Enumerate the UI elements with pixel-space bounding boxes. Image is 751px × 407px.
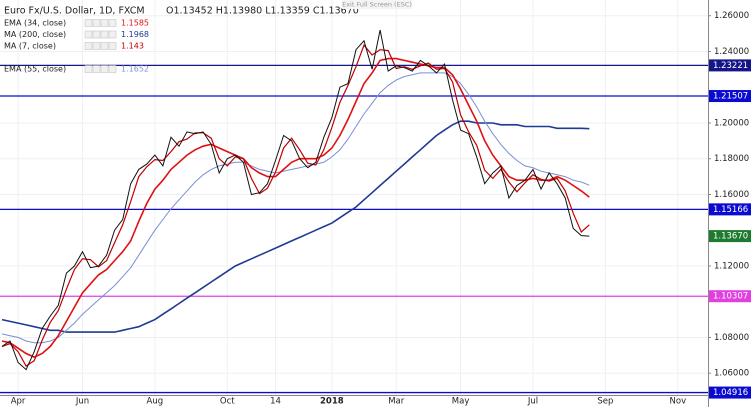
- legend-value: 1.1585: [121, 19, 149, 28]
- y-tick-label: 1.06000: [714, 369, 749, 379]
- series-line: [1, 44, 590, 367]
- y-tick-label: 1.12000: [714, 261, 749, 271]
- legend-icon: [92, 19, 101, 27]
- level-label-bg: [709, 290, 751, 303]
- legend-icon: [108, 30, 117, 39]
- x-tick-label: Aug: [147, 397, 164, 407]
- y-tick-label: 1.26000: [714, 11, 749, 21]
- x-tick-label: Jun: [75, 397, 89, 407]
- legend-value: 1.1968: [121, 30, 149, 39]
- legend-value: 1.1652: [121, 65, 149, 74]
- legend-icon: [84, 30, 93, 39]
- legend-icon: [92, 42, 101, 50]
- y-tick-label: 1.16000: [714, 190, 749, 200]
- legend-icon: [84, 65, 93, 73]
- legend-icon: [84, 19, 93, 27]
- legend-icon: [100, 30, 109, 39]
- exit-button[interactable]: Exit Full Screen (ESC): [342, 1, 412, 9]
- legend-icon: [100, 42, 109, 50]
- x-tick-label: Nov: [670, 397, 687, 407]
- chart-title: Euro Fx/U.S. Dollar, 1D, FXCM: [4, 6, 145, 17]
- legend-entry: MA (200, close): [4, 30, 66, 39]
- legend-icon: [100, 19, 109, 27]
- legend-icon: [92, 30, 101, 39]
- x-tick-label: May: [452, 397, 470, 407]
- last-price-bg: [709, 230, 751, 243]
- axes: 1.26000 1.24000 1.20000 1.18000 1.16000 1.120…: [11, 11, 751, 407]
- ohlc: O1.13452 H1.13980 L1.13359 C1.13670: [166, 6, 359, 17]
- legend: Euro Fx/U.S. Dollar, 1D, FXCM O1.13452 H…: [4, 6, 359, 74]
- y-tick-label: 1.24000: [714, 47, 749, 57]
- level-label: 1.23221: [713, 61, 748, 71]
- level-label-bg: [709, 90, 751, 103]
- legend-entry: EMA (55, close): [4, 65, 66, 74]
- levels: [0, 64, 708, 394]
- y-tick-label: 1.08000: [714, 333, 749, 343]
- x-tick-label: 14: [270, 397, 281, 407]
- legend-entry: EMA (34, close): [4, 19, 66, 28]
- x-tick-label: 2018: [320, 397, 344, 407]
- legend-icon: [84, 42, 93, 50]
- y-tick-label: 1.20000: [714, 118, 749, 128]
- level-label: 1.21507: [713, 92, 748, 102]
- price-line: [1, 29, 590, 371]
- legend-value: 1.143: [121, 42, 144, 51]
- legend-icon: [108, 42, 117, 50]
- y-tick-label: 1.18000: [714, 154, 749, 164]
- legend-icon: [108, 19, 117, 27]
- x-tick-label: Apr: [11, 397, 26, 407]
- level-label: 1.15166: [713, 205, 748, 215]
- last-price-label: 1.13670: [713, 232, 748, 242]
- legend-icon: [100, 65, 109, 73]
- x-tick-label: Mar: [388, 397, 405, 407]
- x-tick-label: Sep: [597, 397, 613, 407]
- level-label: 1.04916: [713, 388, 748, 398]
- level-label-bg: [709, 386, 751, 399]
- x-tick-label: Oct: [220, 397, 235, 407]
- series-line: [1, 72, 590, 344]
- series-line: [1, 57, 590, 358]
- exit-button-bg[interactable]: [342, 0, 412, 9]
- plot: [1, 29, 590, 371]
- level-label-bg: [709, 203, 751, 216]
- legend-icon: [92, 65, 101, 73]
- level-label: 1.10307: [713, 292, 748, 302]
- level-label-bg: [709, 59, 751, 72]
- legend-icon: [108, 65, 117, 73]
- x-tick-label: Jul: [527, 397, 538, 407]
- legend-entry: MA (7, close): [4, 42, 56, 51]
- series-line: [1, 120, 590, 333]
